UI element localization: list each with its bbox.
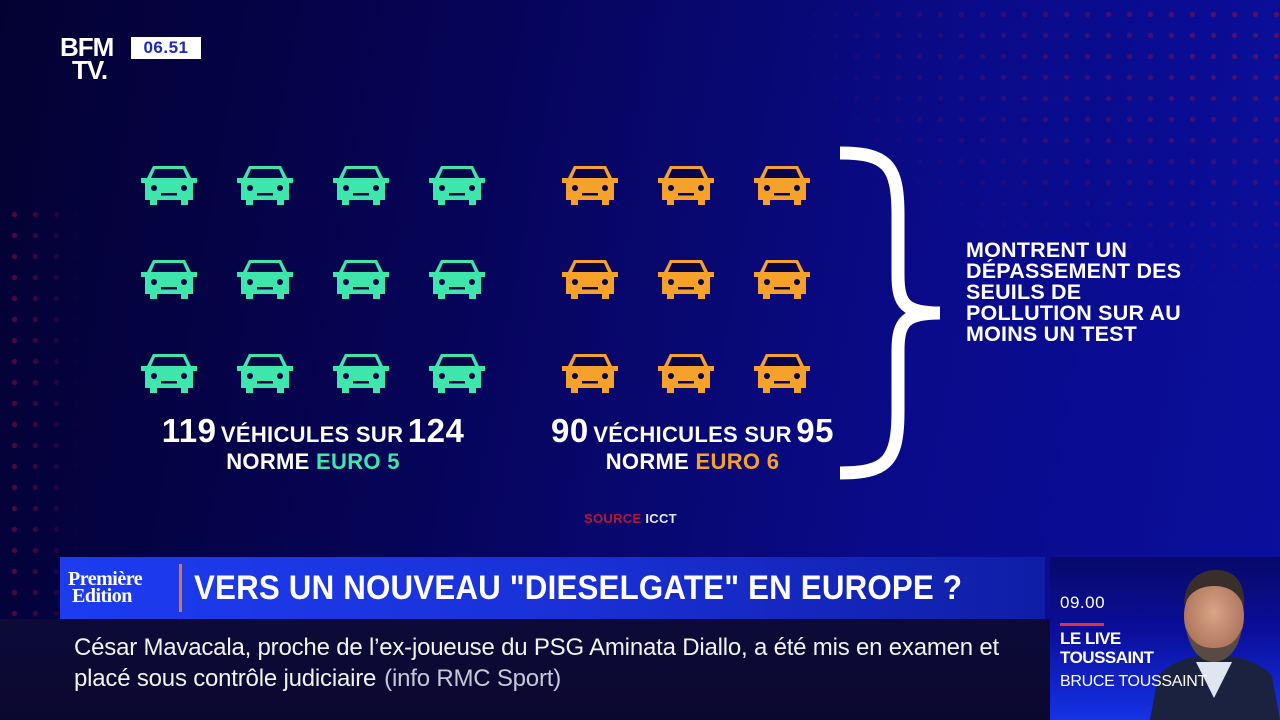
source-value: ICCT (645, 511, 677, 526)
euro6-norme-label: NORME (605, 449, 690, 474)
car-icon (237, 166, 293, 205)
curly-brace-icon (839, 146, 941, 480)
euro6-norme-value: EURO 6 (695, 449, 780, 474)
car-icon (658, 166, 714, 205)
car-icon (429, 166, 485, 205)
next-program-title: LE LIVE TOUSSAINT (1060, 629, 1154, 667)
car-icon (562, 166, 618, 205)
next-program-rule (1060, 623, 1104, 626)
source-label: SOURCE (584, 511, 642, 526)
next-program-time: 09.00 (1060, 593, 1106, 612)
car-icon (141, 354, 197, 393)
ticker-source: (info RMC Sport) (384, 665, 562, 692)
euro5-stat: 119 VÉHICULES SUR 124 NORME EURO 5 (148, 414, 478, 473)
car-icon (658, 260, 714, 299)
headline-divider (179, 564, 182, 612)
euro6-label: VÉCHICULES SUR (593, 422, 792, 447)
car-icon (754, 354, 810, 393)
logo-line-1: BFM (60, 32, 114, 62)
ticker-background (0, 619, 1050, 720)
car-icon (429, 260, 485, 299)
car-icon (237, 354, 293, 393)
source-credit: SOURCE ICCT (584, 511, 677, 526)
euro5-total: 124 (407, 412, 465, 449)
car-icon (754, 166, 810, 205)
euro5-norme-label: NORME (226, 449, 310, 474)
euro5-norme-value: EURO 5 (316, 449, 400, 474)
dot-pattern-right (800, 0, 1280, 300)
euro6-count: 90 (551, 412, 589, 449)
euro5-label: VÉHICULES SUR (220, 422, 404, 447)
euro6-car-grid (560, 162, 812, 396)
car-icon (141, 166, 197, 205)
car-icon (141, 260, 197, 299)
logo-line-2: TV. (72, 55, 108, 86)
car-icon (333, 354, 389, 393)
show-logo-line-1: Première (68, 568, 143, 590)
car-icon (562, 260, 618, 299)
show-logo-line-2: Edition (72, 585, 132, 607)
channel-logo: BFM TV. (60, 32, 114, 86)
ticker-text: César Mavacala, proche de l’ex-joueuse d… (74, 634, 1000, 692)
news-ticker: César Mavacala, proche de l’ex-joueuse d… (74, 632, 1044, 694)
clock: 06.51 (131, 37, 201, 59)
presenter-portrait (1150, 570, 1280, 720)
car-icon (562, 354, 618, 393)
headline-title: VERS UN NOUVEAU "DIESELGATE" EN EUROPE ? (194, 568, 963, 607)
car-icon (658, 354, 714, 393)
headline-bar: Première Edition VERS UN NOUVEAU "DIESEL… (60, 557, 1045, 619)
euro6-stat: 90 VÉCHICULES SUR 95 NORME EURO 6 (530, 414, 855, 473)
euro6-total: 95 (796, 412, 834, 449)
car-icon (333, 166, 389, 205)
next-program-host: BRUCE TOUSSAINT (1060, 673, 1207, 690)
euro5-car-grid (139, 162, 487, 396)
euro5-count: 119 (161, 412, 217, 449)
car-icon (333, 260, 389, 299)
next-program-title-line-1: LE LIVE (1060, 629, 1121, 648)
car-icon (237, 260, 293, 299)
show-logo: Première Edition (60, 568, 175, 607)
brace-note: MONTRENT UN DÉPASSEMENT DES SEUILS DE PO… (966, 238, 1182, 347)
car-icon (754, 260, 810, 299)
next-program-title-line-2: TOUSSAINT (1060, 648, 1154, 667)
car-icon (429, 354, 485, 393)
